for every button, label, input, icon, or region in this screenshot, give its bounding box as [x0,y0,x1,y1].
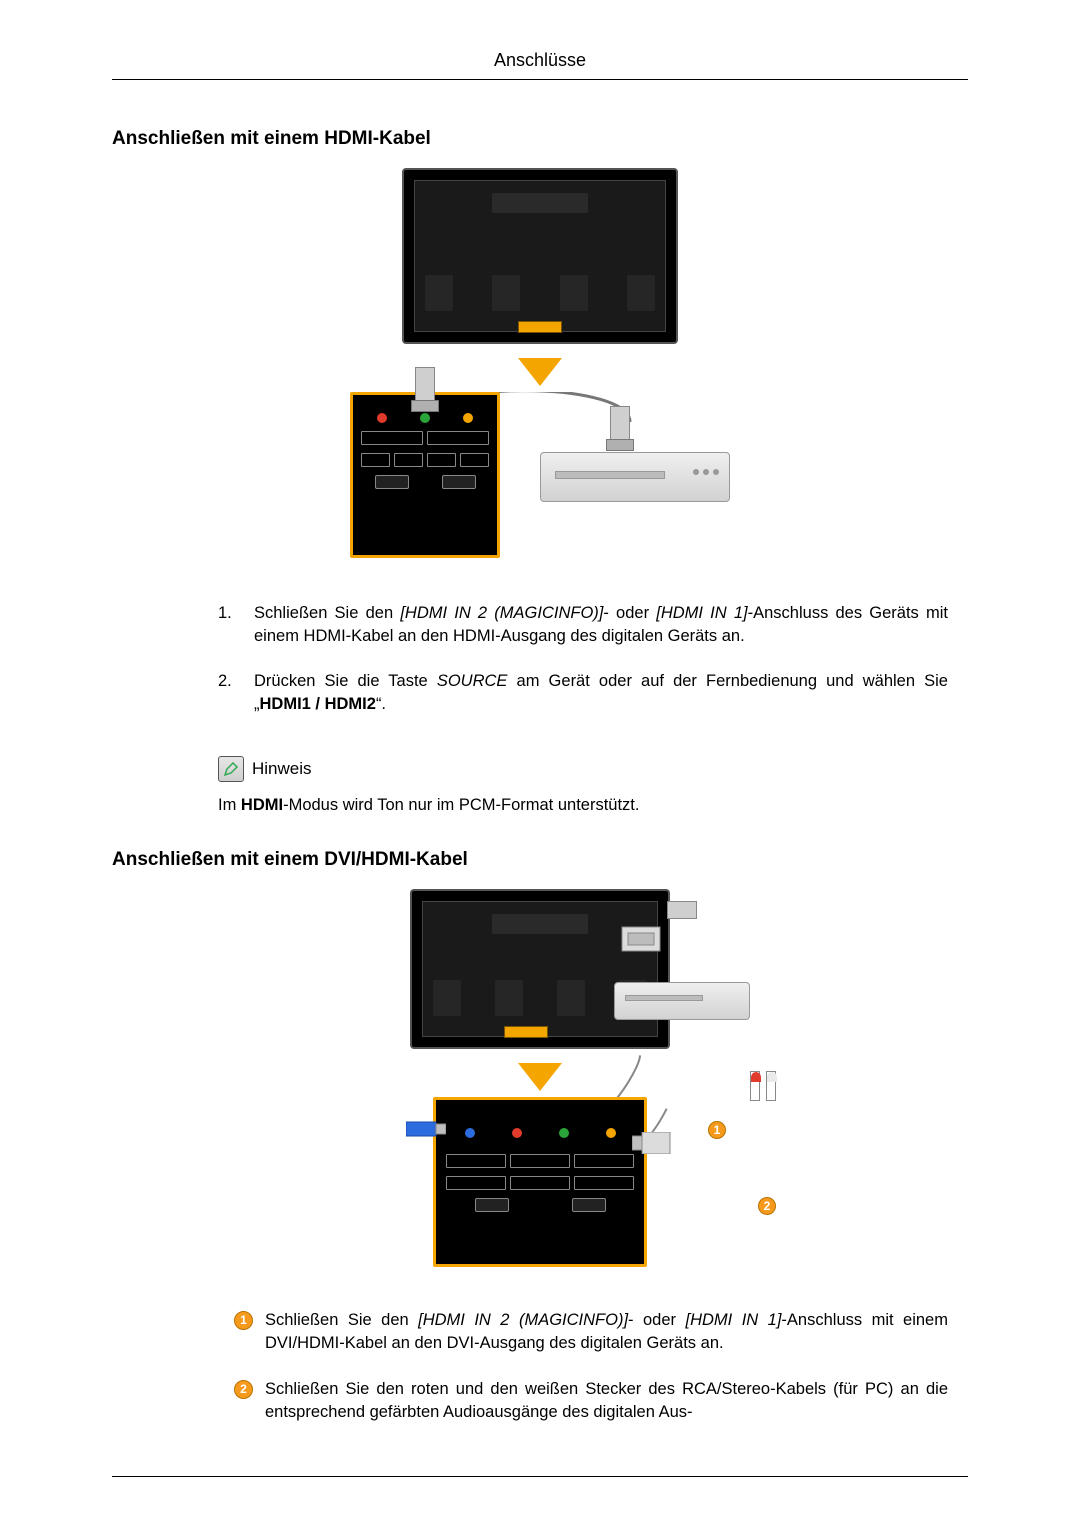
diagram-dvi-hdmi: 1 2 [330,889,750,1269]
text-fragment: - oder [603,604,656,622]
speaker-grille-icon [495,980,523,1016]
player-button-icon [703,469,709,475]
hdmi-port-icon [375,475,409,489]
step-text: Schließen Sie den roten und den weißen S… [265,1378,948,1424]
text-fragment: -Modus wird Ton nur im PCM-Format unters… [283,796,639,814]
port-panel-enlarged [350,392,500,558]
port-label-icon [361,453,390,467]
port-panel-enlarged [433,1097,647,1267]
port-label-icon [427,453,456,467]
dvi-plug-side-icon [632,1132,674,1154]
step-2: 2. Drücken Sie die Taste SOURCE am Gerät… [218,670,948,716]
hdmi-plug-icon [610,406,630,444]
callout-badge-2: 2 [234,1380,253,1399]
down-arrow-icon [518,1063,562,1091]
samsung-logo-icon [492,193,588,213]
rca-pair-icon [750,1071,776,1101]
speaker-grille-icon [560,275,588,311]
dvd-player-icon [540,452,730,502]
rca-white-icon [766,1071,776,1101]
text-fragment: Schließen Sie den [254,604,400,622]
step-1: 1. Schließen Sie den [HDMI IN 2 (MAGICIN… [218,602,948,648]
step-text: Schließen Sie den [HDMI IN 2 (MAGICINFO)… [265,1309,948,1355]
speaker-grille-icon [557,980,585,1016]
section-2-heading: Anschließen mit einem DVI/HDMI-Kabel [112,849,968,871]
manual-page: Anschlüsse Anschließen mit einem HDMI-Ka… [0,0,1080,1527]
note-heading: Hinweis [218,756,968,782]
note-label: Hinweis [252,759,312,779]
text-fragment: - oder [628,1311,685,1329]
text-fragment-italic: SOURCE [437,672,508,690]
callout-badge-1: 1 [234,1311,253,1330]
audio-jack-red-icon [512,1128,522,1138]
disc-slot-icon [625,995,703,1001]
dvi-plug-icon [667,901,697,919]
port-label-icon [446,1154,506,1168]
text-fragment: Im [218,796,241,814]
hdmi-slot-highlight [518,321,562,333]
player-button-icon [713,469,719,475]
footer-rule [112,1476,968,1477]
text-fragment: Schließen Sie den [265,1311,418,1329]
callout-badge-2: 2 [758,1197,776,1215]
diagram-hdmi [350,168,730,562]
audio-jack-yellow-icon [463,413,473,423]
text-fragment-italic: [HDMI IN 2 (MAGICINFO)] [418,1311,628,1329]
port-label-icon [510,1176,570,1190]
hdmi-port-icon [442,475,476,489]
speaker-grille-icon [627,275,655,311]
disc-slot-icon [555,471,665,479]
note-text: Im HDMI-Modus wird Ton nur im PCM-Format… [218,796,968,815]
dvd-player-icon [614,982,750,1020]
hdmi-plug-icon [415,367,435,405]
monitor-back-illustration [402,168,678,344]
speaker-grille-icon [433,980,461,1016]
callout-badge-1: 1 [708,1121,726,1139]
step-number: 1. [218,602,236,648]
text-fragment-italic: [HDMI IN 2 (MAGICINFO)] [400,604,603,622]
text-fragment: Drücken Sie die Taste [254,672,437,690]
badge-step-1: 1 Schließen Sie den [HDMI IN 2 (MAGICINF… [234,1309,948,1355]
step-text: Drücken Sie die Taste SOURCE am Gerät od… [254,670,948,716]
section-1-steps: 1. Schließen Sie den [HDMI IN 2 (MAGICIN… [218,602,948,716]
speaker-grille-icon [425,275,453,311]
port-label-icon [574,1176,634,1190]
note-pencil-icon [218,756,244,782]
audio-jack-green-icon [420,413,430,423]
samsung-logo-icon [492,914,588,934]
text-fragment-italic: [HDMI IN 1] [685,1311,781,1329]
connection-row [350,392,730,562]
audio-jack-blue-icon [465,1128,475,1138]
text-fragment-bold: HDMI1 / HDMI2 [260,695,376,713]
port-label-icon [427,431,489,445]
speaker-grille-icon [492,275,520,311]
section-2-steps: 1 Schließen Sie den [HDMI IN 2 (MAGICINF… [234,1309,948,1423]
down-arrow-icon [518,358,562,386]
port-label-icon [361,431,423,445]
step-number: 2. [218,670,236,716]
text-fragment-bold: HDMI [241,796,283,814]
audio-jack-green-icon [559,1128,569,1138]
dvi-connector-icon [614,923,668,967]
port-label-icon [574,1154,634,1168]
audio-jack-red-icon [377,413,387,423]
page-header: Anschlüsse [112,50,968,79]
hdmi-port-icon [572,1198,606,1212]
vga-plug-icon [406,1120,446,1138]
hdmi-port-icon [475,1198,509,1212]
text-fragment-italic: [HDMI IN 1] [656,604,747,622]
port-label-icon [394,453,423,467]
badge-step-2: 2 Schließen Sie den roten und den weißen… [234,1378,948,1424]
hdmi-slot-highlight [504,1026,548,1038]
audio-jack-yellow-icon [606,1128,616,1138]
text-fragment: “. [376,695,386,713]
rca-red-icon [750,1071,760,1101]
section-1-heading: Anschließen mit einem HDMI-Kabel [112,128,968,150]
step-text: Schließen Sie den [HDMI IN 2 (MAGICINFO)… [254,602,948,648]
port-label-icon [446,1176,506,1190]
header-rule [112,79,968,80]
port-label-icon [460,453,489,467]
port-label-icon [510,1154,570,1168]
player-button-icon [693,469,699,475]
